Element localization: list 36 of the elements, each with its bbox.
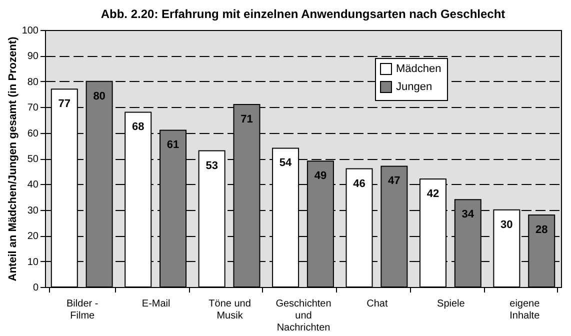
data-label: 68 bbox=[132, 121, 144, 134]
x-tick-label: Spiele bbox=[437, 298, 466, 310]
y-tick-label: 80 bbox=[27, 76, 39, 88]
y-tick-label: 30 bbox=[27, 205, 39, 216]
data-label: 30 bbox=[500, 218, 513, 231]
y-tick-label: 0 bbox=[32, 282, 39, 294]
data-label: 28 bbox=[535, 224, 548, 236]
data-label: 61 bbox=[166, 139, 180, 152]
data-label: 34 bbox=[462, 208, 475, 221]
x-tick-label: Bilder - Filme bbox=[66, 298, 98, 322]
x-tick-label: Chat bbox=[366, 298, 388, 310]
y-tick-label: 50 bbox=[27, 154, 39, 165]
y-tick-label: 90 bbox=[27, 51, 39, 62]
data-label: 53 bbox=[206, 160, 218, 172]
data-label: 54 bbox=[279, 157, 293, 170]
y-tick-label: 10 bbox=[27, 256, 39, 268]
chart-title: Abb. 2.20: Erfahrung mit einzelnen Anwendungsarten nach Geschlecht bbox=[100, 7, 506, 21]
legend-label: Mädchen bbox=[396, 63, 442, 75]
legend-label: Jungen bbox=[396, 81, 432, 93]
data-label: 46 bbox=[353, 178, 366, 190]
x-tick-label: Töne und Musik bbox=[208, 298, 251, 322]
y-tick-label: 40 bbox=[27, 180, 39, 191]
data-label: 42 bbox=[426, 188, 440, 200]
y-tick-label: 100 bbox=[22, 26, 39, 36]
y-tick-label: 70 bbox=[27, 102, 39, 114]
y-axis-title: Anteil an Mädchen/Jungen gesamt (in Prozent) bbox=[6, 36, 19, 282]
x-tick-label: Geschichten und Nachrichten bbox=[276, 298, 332, 334]
y-tick-label: 20 bbox=[27, 231, 39, 242]
data-label: 80 bbox=[93, 90, 106, 102]
data-label: 71 bbox=[240, 114, 253, 126]
x-tick-label: eigene Inhalte bbox=[510, 298, 540, 322]
data-label: 49 bbox=[314, 170, 327, 182]
data-label: 77 bbox=[58, 98, 71, 110]
y-tick-label: 60 bbox=[27, 128, 39, 140]
x-tick-label: E-Mail bbox=[142, 298, 170, 310]
data-label: 47 bbox=[388, 175, 400, 188]
